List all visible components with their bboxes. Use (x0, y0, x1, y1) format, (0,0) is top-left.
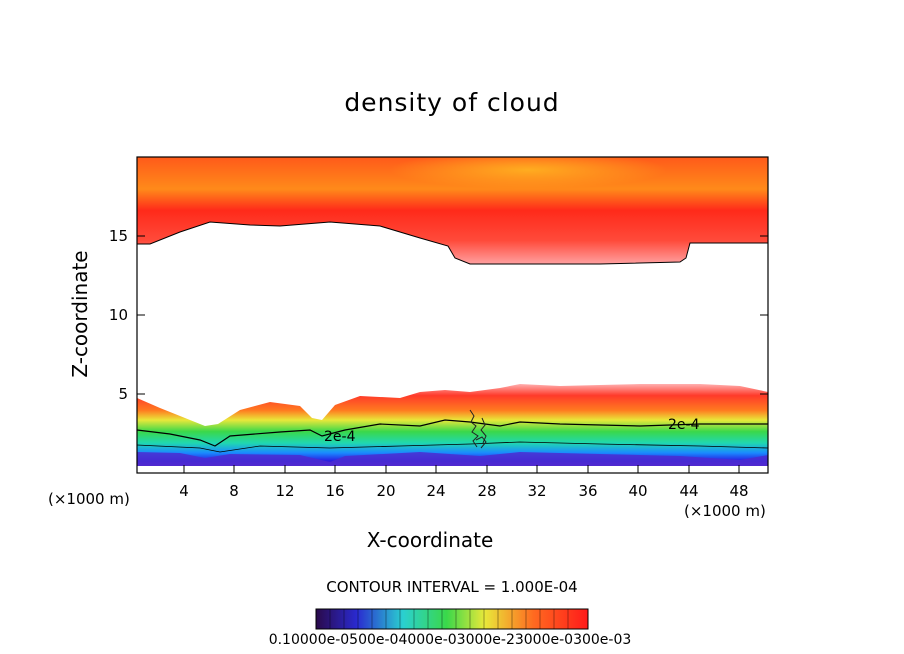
x-tick-label: 44 (679, 482, 699, 500)
x-tick-label: 4 (179, 482, 189, 500)
x-tick-label: 16 (325, 482, 345, 500)
x-tick-label: 28 (477, 482, 497, 500)
y-axis-label: Z-coordinate (68, 250, 92, 378)
lower-cloud-base (137, 452, 768, 466)
contour-lower (136, 441, 769, 453)
y-tick-label: 10 (108, 306, 128, 324)
x-unit-left: (×1000 m) (48, 490, 130, 508)
chart-title: density of cloud (344, 88, 560, 117)
x-tick-label: 32 (527, 482, 547, 500)
x-tick-label: 48 (729, 482, 749, 500)
y-tick-label: 15 (108, 227, 128, 245)
contour-2e-4 (136, 419, 768, 447)
colorbar-labels: 0.10000e-0500e-04000e-03000e-23000e-0300… (268, 632, 632, 648)
frame-bottom-gap (138, 466, 767, 472)
y-tick-marks (137, 235, 768, 395)
contour-interval: CONTOUR INTERVAL = 1.000E-04 (326, 578, 578, 596)
x-tick-label: 40 (628, 482, 648, 500)
x-tick-label: 12 (275, 482, 295, 500)
colorbar (315, 608, 589, 630)
x-axis-label: X-coordinate (366, 528, 494, 552)
y-tick-label: 5 (118, 385, 128, 403)
x-unit-right: (×1000 m) (684, 502, 766, 520)
x-tick-label: 36 (578, 482, 598, 500)
lower-cloud-layer (137, 384, 768, 466)
x-tick-label: 8 (229, 482, 239, 500)
x-tick-label: 20 (376, 482, 396, 500)
x-tick-marks (183, 465, 740, 473)
upper-cloud-glow (137, 157, 768, 243)
colorbar-ticks (329, 609, 569, 629)
upper-cloud-boundary (137, 221, 768, 265)
x-tick-label: 24 (426, 482, 446, 500)
contour-label-2: 2e-4 (668, 417, 700, 433)
contour-label-1: 2e-4 (324, 429, 356, 445)
contour-noise (469, 409, 487, 449)
